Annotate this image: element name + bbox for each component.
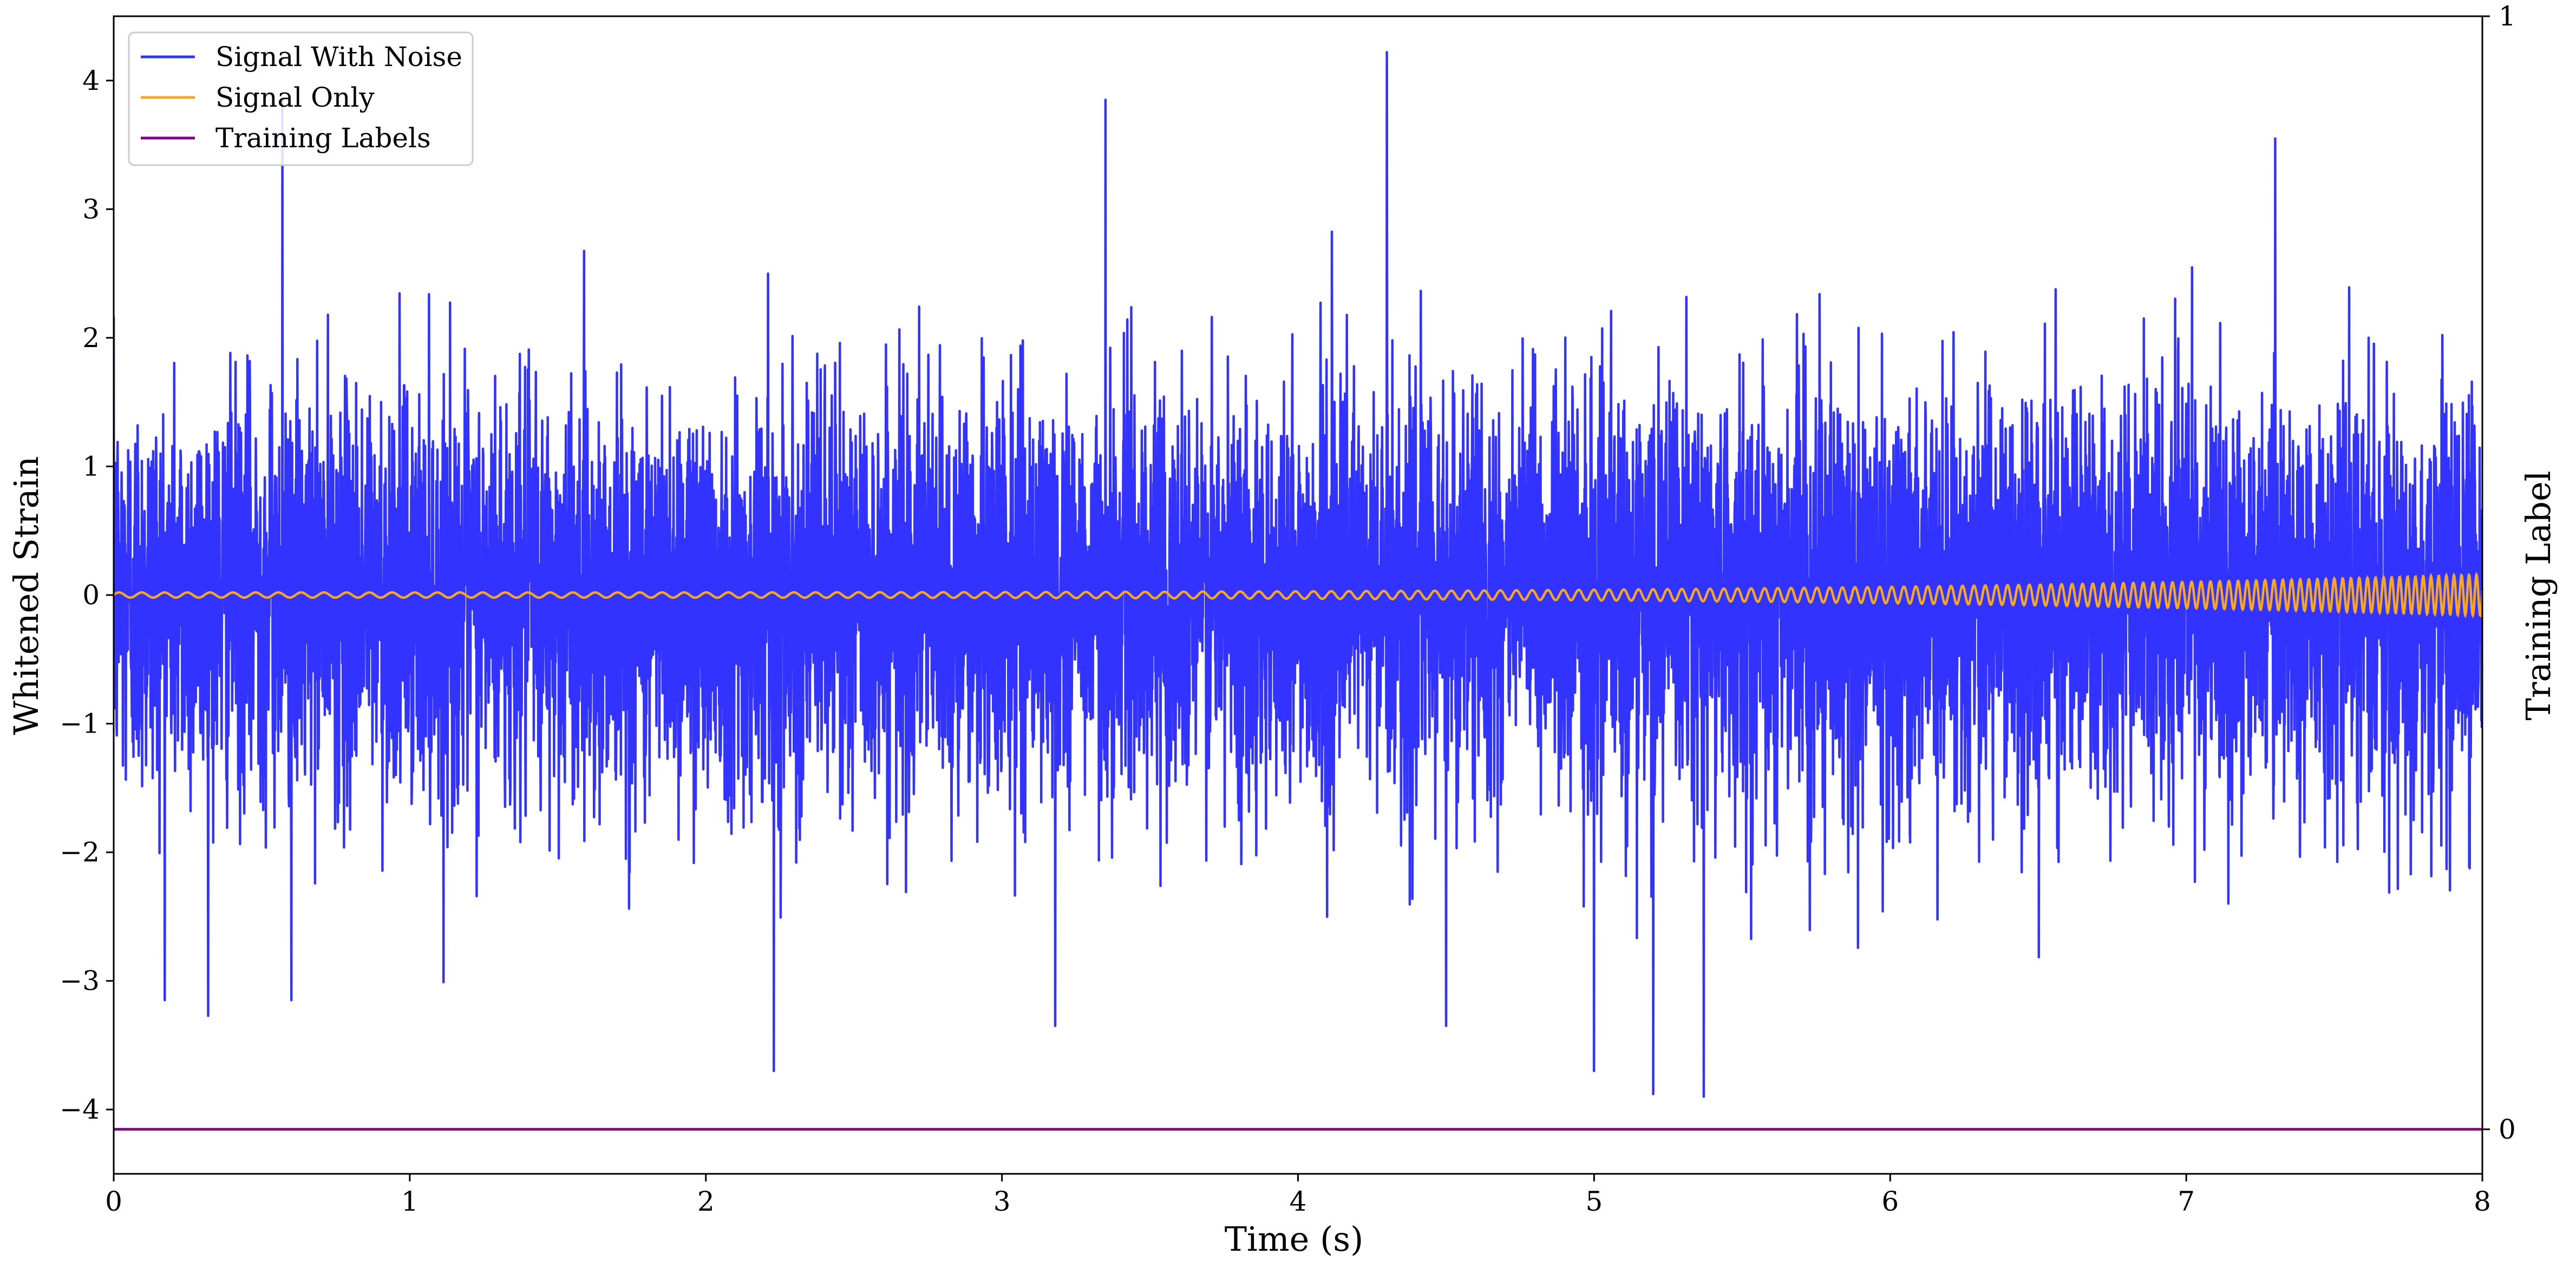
legend-label: Training Labels bbox=[215, 122, 431, 154]
x-tick-label: 8 bbox=[2474, 1186, 2491, 1217]
y-tick-label: −3 bbox=[60, 965, 100, 997]
legend-label: Signal With Noise bbox=[215, 41, 462, 73]
y-axis-label: Whitened Strain bbox=[6, 456, 46, 735]
y-tick-label: 2 bbox=[82, 322, 100, 354]
x-tick-label: 3 bbox=[993, 1186, 1011, 1217]
x-axis-label: Time (s) bbox=[1225, 1219, 1364, 1259]
x-tick-label: 6 bbox=[1881, 1186, 1899, 1217]
y-tick-label: −1 bbox=[60, 708, 100, 740]
plot-area bbox=[114, 51, 2482, 1131]
y2-tick-label: 1 bbox=[2499, 1, 2516, 32]
x-tick-label: 0 bbox=[105, 1186, 122, 1217]
x-tick-label: 4 bbox=[1290, 1186, 1307, 1217]
x-axis: 0 1 2 3 4 5 6 7 8 bbox=[105, 1174, 2491, 1217]
y-axis-right: 01 bbox=[2482, 1, 2516, 1145]
y-tick-label: 1 bbox=[82, 450, 100, 482]
y-tick-label: 3 bbox=[82, 193, 100, 225]
x-tick-label: 7 bbox=[2178, 1186, 2195, 1217]
x-tick-label: 5 bbox=[1585, 1186, 1603, 1217]
y2-tick-label: 0 bbox=[2499, 1114, 2516, 1145]
series-line-signal-only bbox=[114, 571, 2482, 619]
y-tick-label: 4 bbox=[82, 65, 100, 96]
y-tick-label: 0 bbox=[82, 579, 100, 611]
y-axis-left: −4 −3 −2 −1 0 1 2 3 4 bbox=[60, 65, 114, 1125]
series-line-signal-with-noise bbox=[114, 51, 2482, 1098]
x-tick-label: 2 bbox=[697, 1186, 715, 1217]
y2-axis-label: Training Label bbox=[2519, 471, 2558, 720]
legend: Signal With Noise Signal Only Training Lab… bbox=[128, 31, 474, 166]
y-tick-label: −4 bbox=[60, 1094, 100, 1125]
y-tick-label: −2 bbox=[60, 837, 100, 868]
x-tick-label: 1 bbox=[401, 1186, 419, 1217]
legend-box bbox=[128, 31, 474, 166]
legend-label: Signal Only bbox=[215, 82, 375, 113]
